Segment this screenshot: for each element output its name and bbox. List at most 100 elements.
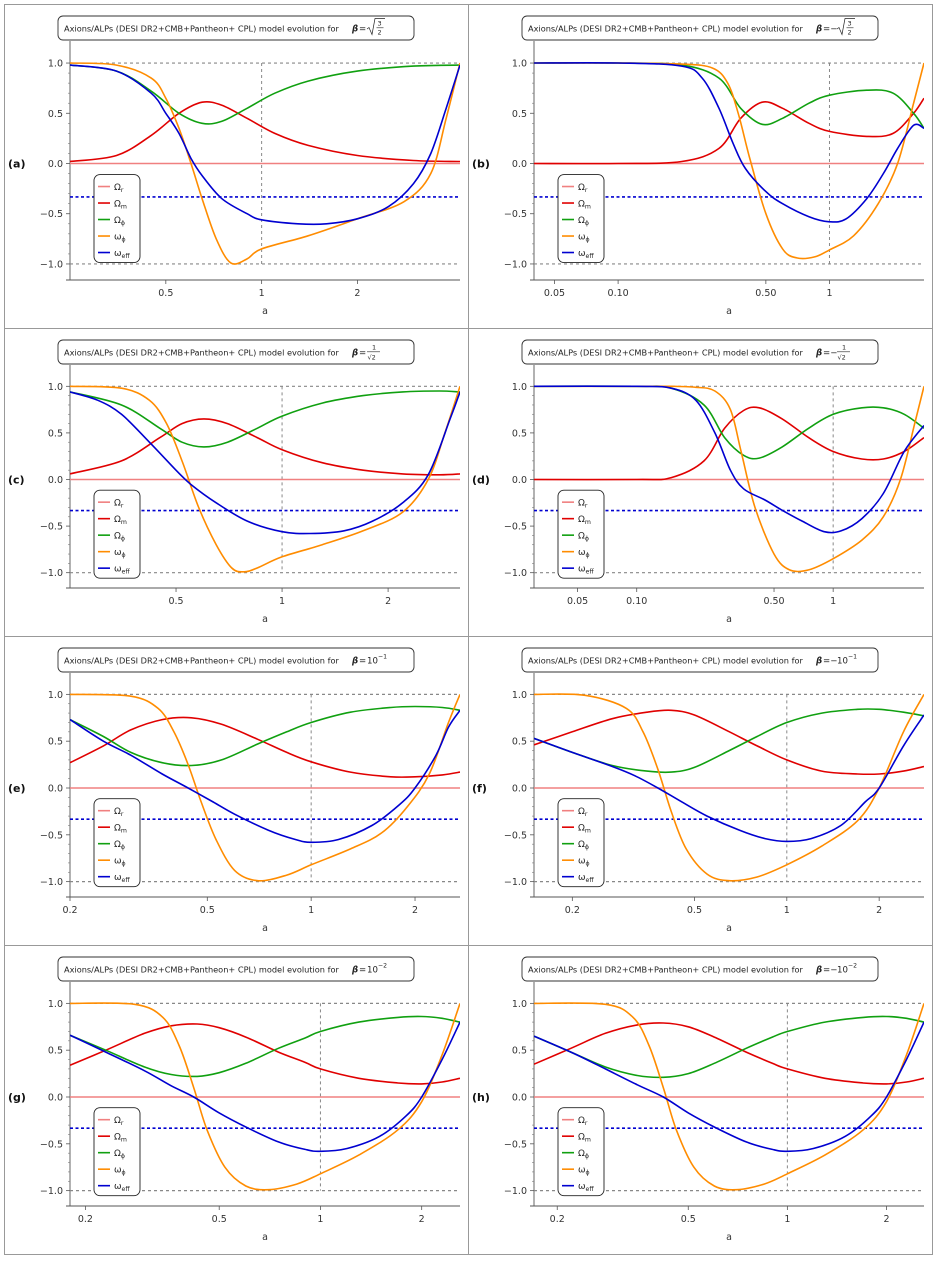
y-tick-label: 1.0	[48, 382, 63, 393]
legend-subscript: ϕ	[585, 844, 589, 851]
legend-label: Ωm	[114, 200, 127, 211]
beta-exponent: −2	[378, 963, 387, 970]
legend-subscript: r	[121, 811, 124, 818]
x-tick-label: 2	[354, 288, 360, 299]
panel-label: (b)	[472, 158, 490, 171]
beta-denominator: √2	[838, 354, 846, 362]
panel-b: Axions/ALPs (DESI DR2+CMB+Pantheon+ CPL)…	[472, 15, 924, 317]
legend-label: ωϕ	[114, 548, 126, 559]
legend-subscript: eff	[586, 1186, 595, 1193]
x-tick-label: 2	[419, 1214, 425, 1225]
series-omega-m	[70, 716, 460, 778]
legend-label: Ωr	[114, 499, 124, 510]
series-omega-m	[70, 100, 460, 163]
x-tick-label: 0.5	[158, 288, 173, 299]
legend-label: Ωm	[578, 200, 591, 211]
legend-subscript: eff	[586, 253, 595, 260]
series-omega-phi	[70, 390, 460, 448]
panel-c: Axions/ALPs (DESI DR2+CMB+Pantheon+ CPL)…	[8, 339, 460, 625]
chart-title: Axions/ALPs (DESI DR2+CMB+Pantheon+ CPL)…	[521, 15, 879, 41]
y-tick-label: −0.5	[40, 1139, 63, 1150]
beta-base: 10	[837, 966, 848, 976]
x-tick-label: 0.05	[567, 596, 588, 607]
y-tick-label: 0.0	[512, 475, 527, 486]
legend-label: ωϕ	[578, 548, 590, 559]
series-omega-m	[534, 1022, 924, 1085]
legend-label: Ωϕ	[578, 840, 589, 851]
y-tick-label: −0.5	[504, 1139, 527, 1150]
series-w-phi	[70, 693, 460, 882]
panel-label: (h)	[472, 1091, 490, 1104]
x-tick-label: 0.5	[212, 1214, 227, 1225]
y-tick-label: −1.0	[40, 568, 63, 579]
y-tick-label: 0.0	[512, 159, 527, 170]
legend-label: Ωϕ	[114, 840, 125, 851]
beta-base: 10	[367, 657, 378, 667]
chart-title-text: Axions/ALPs (DESI DR2+CMB+Pantheon+ CPL)…	[64, 348, 339, 358]
legend-subscript: ϕ	[586, 552, 590, 559]
beta-equals: =	[359, 657, 366, 667]
legend-box	[93, 798, 141, 888]
legend-label: ωϕ	[578, 857, 590, 868]
y-tick-label: −1.0	[40, 259, 63, 270]
legend-box	[557, 798, 605, 888]
series-omega-phi	[70, 705, 460, 767]
y-tick-label: −1.0	[40, 877, 63, 888]
legend-subscript: ϕ	[122, 1170, 126, 1177]
legend-label: ωϕ	[114, 857, 126, 868]
legend-subscript: m	[121, 204, 127, 211]
chart-title-text: Axions/ALPs (DESI DR2+CMB+Pantheon+ CPL)…	[64, 24, 339, 34]
legend-label: Ωm	[114, 515, 127, 526]
y-tick-label: 0.0	[48, 159, 63, 170]
chart-title: Axions/ALPs (DESI DR2+CMB+Pantheon+ CPL)…	[521, 339, 879, 365]
panel-label: (f)	[472, 782, 487, 795]
x-tick-label: 0.2	[565, 905, 580, 916]
legend-subscript: r	[585, 503, 588, 510]
legend-subscript: m	[585, 1137, 591, 1144]
y-tick-label: 0.5	[48, 1046, 63, 1057]
legend-label: ωeff	[578, 1182, 594, 1193]
series-w-eff	[534, 385, 924, 534]
x-axis-label: a	[726, 1232, 732, 1243]
chart-title: Axions/ALPs (DESI DR2+CMB+Pantheon+ CPL)…	[57, 956, 415, 982]
y-tick-label: 0.0	[512, 1093, 527, 1104]
legend-subscript: ϕ	[586, 1170, 590, 1177]
chart-title-text: Axions/ALPs (DESI DR2+CMB+Pantheon+ CPL)…	[528, 24, 803, 34]
legend-label: ωeff	[114, 249, 130, 260]
beta-base: 10	[367, 966, 378, 976]
chart-title: Axions/ALPs (DESI DR2+CMB+Pantheon+ CPL)…	[57, 647, 415, 673]
legend-subscript: m	[121, 828, 127, 835]
y-tick-label: 0.5	[48, 737, 63, 748]
beta-symbol: β	[815, 657, 822, 667]
legend-label: ωeff	[114, 565, 130, 576]
legend-label: ωϕ	[114, 1166, 126, 1177]
y-tick-label: −1.0	[504, 877, 527, 888]
chart-title-box	[521, 339, 879, 365]
beta-equals: =−	[823, 966, 837, 976]
beta-symbol: β	[815, 349, 822, 359]
legend-label: ωϕ	[114, 233, 126, 244]
beta-symbol: β	[351, 349, 358, 359]
series-omega-m	[534, 709, 924, 776]
panel-e: Axions/ALPs (DESI DR2+CMB+Pantheon+ CPL)…	[8, 647, 460, 934]
beta-equals: =	[359, 25, 366, 35]
legend: Ωr Ωm Ωϕ ωϕ ωeff	[93, 798, 141, 888]
x-tick-label: 2	[883, 1214, 889, 1225]
legend-box	[93, 1107, 141, 1197]
legend-subscript: m	[585, 519, 591, 526]
chart-title-text: Axions/ALPs (DESI DR2+CMB+Pantheon+ CPL)…	[64, 965, 339, 975]
panel-d: Axions/ALPs (DESI DR2+CMB+Pantheon+ CPL)…	[472, 339, 924, 625]
y-tick-label: −0.5	[504, 209, 527, 220]
legend-label: Ωr	[578, 183, 588, 194]
x-axis-label: a	[262, 1232, 268, 1243]
legend-subscript: r	[585, 811, 588, 818]
legend-label: ωeff	[578, 565, 594, 576]
series-w-phi	[534, 693, 924, 882]
beta-numerator: 1	[372, 344, 376, 352]
x-axis-label: a	[726, 923, 732, 934]
y-tick-label: 0.0	[48, 475, 63, 486]
legend-subscript: m	[585, 204, 591, 211]
y-tick-label: −1.0	[504, 259, 527, 270]
